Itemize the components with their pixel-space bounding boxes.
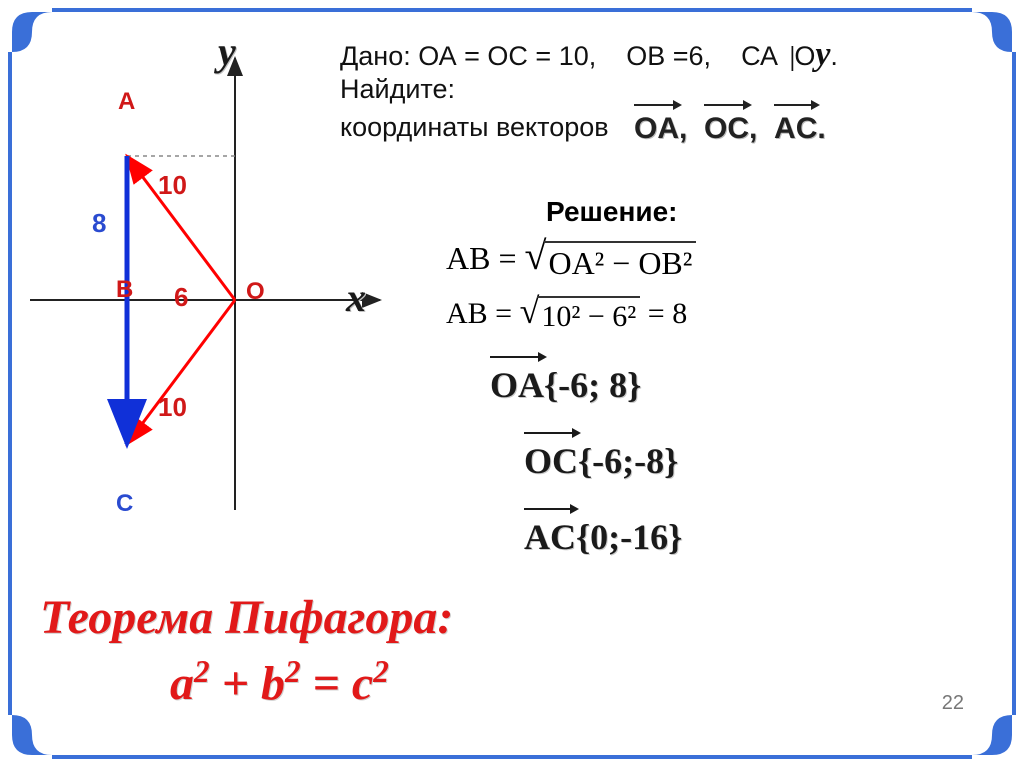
theorem-title: Теорема Пифагора: bbox=[40, 590, 453, 645]
slide-number: 22 bbox=[942, 692, 964, 715]
solution-title: Решение: bbox=[546, 196, 677, 228]
ans2-coords: {0;-16} bbox=[576, 517, 682, 557]
given-vectors: OA, OC, AC. bbox=[634, 112, 826, 146]
ans0-coords: {-6; 8} bbox=[544, 365, 641, 405]
given-line1: Дано: ОА = ОС = 10, ОВ =6, СА ||Оy. bbox=[340, 36, 838, 74]
len-AB: 8 bbox=[92, 208, 106, 239]
given-l1e: . bbox=[830, 41, 838, 71]
given-line3: координаты векторов bbox=[340, 112, 609, 143]
ans0-vec: OA bbox=[490, 364, 544, 406]
y-axis-label: y bbox=[218, 28, 236, 75]
vec-OC: OC bbox=[704, 112, 749, 146]
given-l1a: Дано: ОА = ОС = 10, bbox=[340, 41, 596, 71]
point-B-label: В bbox=[116, 276, 133, 304]
answer-AC: AC{0;-16} bbox=[524, 516, 682, 558]
f2-lhs: AB = bbox=[446, 297, 512, 330]
ans1-vec: OC bbox=[524, 440, 578, 482]
f2-rhs: 10² − 6² bbox=[537, 296, 640, 334]
ans2-vec: AC bbox=[524, 516, 576, 558]
len-OB: 6 bbox=[174, 282, 188, 313]
given-par: || bbox=[786, 41, 795, 71]
given-l3-text: координаты векторов bbox=[340, 112, 609, 142]
f1-rhs: OA² − OB² bbox=[544, 241, 696, 282]
vec-OA: OA bbox=[634, 112, 679, 146]
point-A-label: А bbox=[118, 88, 135, 116]
page: y x А В О С 10 10 6 8 Дано: ОА = ОС = 10… bbox=[0, 0, 1024, 767]
answer-OA: OA{-6; 8} bbox=[490, 364, 641, 406]
ans1-coords: {-6;-8} bbox=[578, 441, 678, 481]
len-OC: 10 bbox=[158, 392, 187, 423]
x-axis-label: x bbox=[346, 274, 366, 321]
given-l1d: О bbox=[794, 41, 815, 71]
given-l1c: СА bbox=[741, 41, 778, 71]
formula-1: AB = √OA² − OB² bbox=[446, 240, 696, 282]
point-C-label: С bbox=[116, 490, 133, 518]
f2-eq: = 8 bbox=[648, 297, 687, 330]
point-O-label: О bbox=[246, 278, 265, 306]
f1-lhs: AB = bbox=[446, 240, 517, 276]
given-l1b: ОВ =6, bbox=[626, 41, 711, 71]
answer-OC: OC{-6;-8} bbox=[524, 440, 678, 482]
given-line2: Найдите: bbox=[340, 74, 455, 105]
vec-AC: AC bbox=[774, 112, 817, 146]
given-oy-y: y bbox=[815, 36, 830, 73]
len-OA: 10 bbox=[158, 170, 187, 201]
theorem-formula: a2 + b2 = c2 bbox=[170, 654, 389, 711]
formula-2: AB = √10² − 6² = 8 bbox=[446, 296, 687, 334]
